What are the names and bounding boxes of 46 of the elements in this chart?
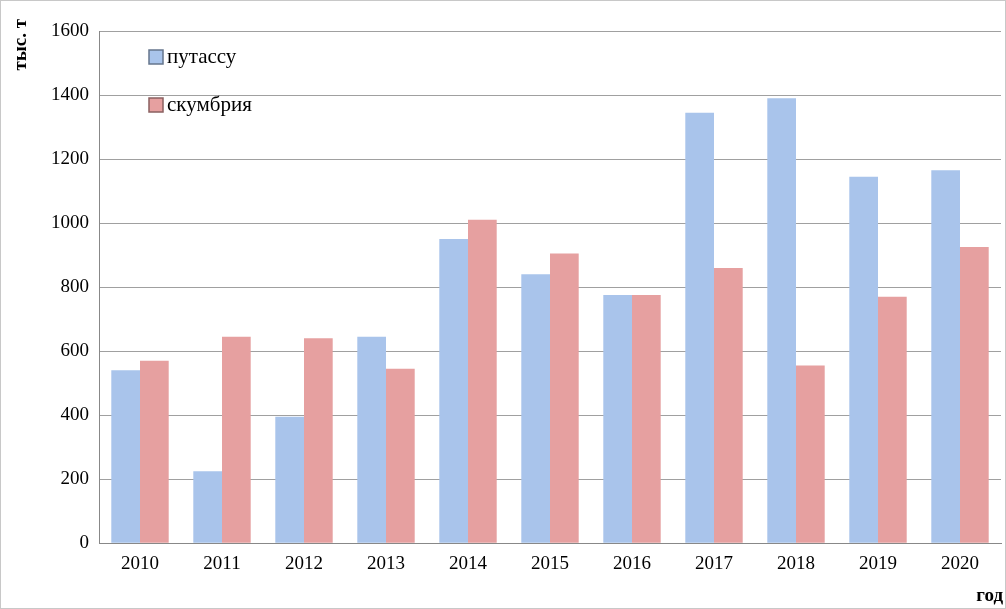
y-axis-title: тыс. т bbox=[8, 18, 30, 71]
bar bbox=[878, 296, 907, 543]
bar bbox=[685, 112, 714, 543]
x-tick-label: 2019 bbox=[859, 551, 897, 573]
y-tick-label: 1400 bbox=[51, 83, 89, 105]
bar bbox=[275, 416, 304, 543]
y-tick-label: 1600 bbox=[51, 18, 89, 40]
bar bbox=[767, 98, 796, 543]
bar bbox=[439, 239, 468, 543]
x-tick-label: 2010 bbox=[121, 551, 159, 573]
legend-label: путассу bbox=[167, 43, 237, 68]
x-tick-label: 2013 bbox=[367, 551, 405, 573]
legend-label: скумбрия bbox=[167, 91, 253, 116]
bar bbox=[960, 247, 989, 543]
y-tick-label: 600 bbox=[60, 339, 89, 361]
bar bbox=[796, 365, 825, 543]
x-tick-label: 2018 bbox=[777, 551, 815, 573]
bar bbox=[468, 219, 497, 543]
x-tick-label: 2015 bbox=[531, 551, 569, 573]
bar bbox=[386, 368, 415, 543]
x-tick-label: 2011 bbox=[203, 551, 241, 573]
bar bbox=[714, 267, 743, 543]
y-tick-label: 200 bbox=[60, 467, 89, 489]
x-tick-label: 2012 bbox=[285, 551, 323, 573]
y-tick-label: 0 bbox=[79, 531, 89, 553]
bar bbox=[849, 176, 878, 543]
y-tick-label: 1200 bbox=[51, 147, 89, 169]
bar bbox=[603, 295, 632, 543]
bar bbox=[521, 274, 550, 543]
bar bbox=[304, 338, 333, 543]
x-tick-label: 2017 bbox=[695, 551, 733, 573]
x-tick-label: 2014 bbox=[449, 551, 488, 573]
bar bbox=[550, 253, 579, 543]
y-tick-label: 800 bbox=[60, 275, 89, 297]
y-tick-label: 400 bbox=[60, 403, 89, 425]
bar bbox=[193, 471, 222, 543]
x-tick-label: 2020 bbox=[941, 551, 979, 573]
bar bbox=[111, 370, 140, 543]
x-axis-title: год bbox=[976, 584, 1004, 606]
bar bbox=[931, 170, 960, 543]
bar bbox=[632, 295, 661, 543]
x-tick-label: 2016 bbox=[613, 551, 651, 573]
bar bbox=[140, 360, 169, 543]
y-tick-label: 1000 bbox=[51, 211, 89, 233]
bar bbox=[222, 336, 251, 543]
bar bbox=[357, 336, 386, 543]
